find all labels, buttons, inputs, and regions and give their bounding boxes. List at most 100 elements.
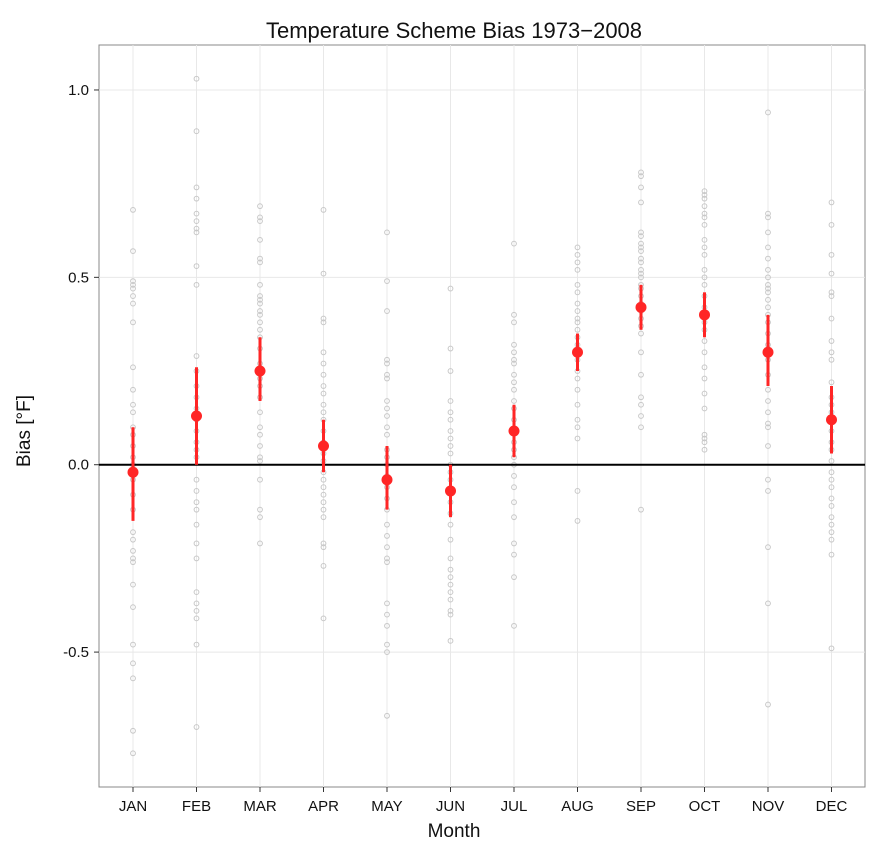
observation-point — [193, 724, 200, 730]
mean-point — [826, 414, 837, 426]
observation-point — [320, 319, 327, 326]
observation-point — [447, 450, 454, 457]
observation-point — [765, 420, 771, 427]
x-tick-label: JUL — [501, 798, 528, 815]
observation-point — [511, 540, 517, 547]
observation-point — [384, 229, 390, 236]
observation-point — [130, 409, 136, 416]
observation-point — [193, 263, 200, 270]
observation-point — [765, 476, 771, 483]
observation-point — [511, 484, 517, 491]
observation-point — [511, 386, 517, 393]
observation-point — [257, 424, 263, 431]
observation-point — [384, 413, 390, 419]
observation-point — [701, 435, 708, 442]
observation-point — [384, 600, 390, 607]
observation-point — [828, 356, 835, 363]
observation-point — [130, 559, 136, 566]
observation-point — [828, 484, 835, 491]
mean-point — [191, 410, 202, 422]
observation-point — [193, 281, 200, 288]
observation-point — [638, 184, 644, 191]
mean-point — [445, 485, 456, 497]
observation-point — [701, 349, 708, 356]
observation-point — [257, 203, 263, 210]
observation-point — [828, 503, 835, 509]
y-tick-label: 1.0 — [68, 82, 89, 99]
observation-point — [765, 424, 771, 431]
observation-point — [193, 128, 200, 135]
observation-point — [828, 495, 835, 502]
observation-point — [765, 281, 771, 288]
observation-point — [701, 338, 708, 344]
observation-point — [130, 750, 136, 757]
observation-point — [701, 446, 708, 453]
observation-point — [701, 210, 708, 217]
observation-point — [765, 229, 771, 236]
observation-point — [130, 675, 136, 682]
observation-point — [320, 371, 327, 378]
observation-point — [257, 236, 263, 243]
observation-point — [511, 398, 517, 404]
observation-point — [193, 476, 200, 483]
observation-point — [701, 431, 708, 438]
observation-point — [638, 349, 644, 356]
observation-point — [447, 368, 454, 374]
observation-point — [320, 615, 327, 622]
observation-point — [701, 188, 708, 195]
mean-points — [127, 301, 837, 497]
observation-point — [511, 499, 517, 506]
observation-point — [765, 296, 771, 303]
observation-point — [765, 386, 771, 393]
x-tick-label: NOV — [752, 798, 785, 815]
observation-point — [701, 274, 708, 281]
observation-point — [257, 296, 263, 303]
observation-point — [447, 589, 454, 596]
x-tick-label: OCT — [689, 798, 721, 815]
observation-point — [638, 255, 644, 262]
observation-point — [257, 514, 263, 521]
observation-point — [384, 533, 390, 539]
observation-point — [638, 506, 644, 513]
observation-point — [130, 727, 136, 734]
observation-point — [765, 289, 771, 296]
observation-point — [828, 251, 835, 258]
observation-point — [828, 551, 835, 558]
observation-point — [828, 289, 835, 296]
observation-point — [828, 536, 835, 543]
observation-point — [384, 398, 390, 404]
observation-point — [765, 701, 771, 708]
observation-point — [574, 326, 581, 333]
observation-point — [574, 518, 581, 524]
observation-point — [447, 611, 454, 618]
observation-point — [130, 548, 136, 554]
observation-point — [130, 555, 136, 562]
observation-point — [384, 278, 390, 284]
observation-point — [257, 214, 263, 221]
observation-point — [257, 454, 263, 461]
observation-point — [574, 244, 581, 251]
observation-point — [193, 229, 200, 236]
observation-point — [828, 270, 835, 277]
observation-point — [447, 596, 454, 603]
observation-point — [320, 270, 327, 277]
observation-point — [130, 248, 136, 255]
observation-point — [574, 281, 581, 288]
observation-point — [828, 514, 835, 521]
observation-point — [828, 469, 835, 476]
x-axis-title: Month — [428, 821, 481, 842]
observation-point — [765, 244, 771, 251]
observation-point — [447, 581, 454, 588]
observation-point — [511, 311, 517, 318]
observation-point — [447, 435, 454, 442]
observation-point — [384, 611, 390, 618]
observation-point — [828, 338, 835, 344]
observation-point — [193, 184, 200, 191]
observation-point — [130, 293, 136, 299]
observation-point — [320, 383, 327, 389]
observation-point — [320, 476, 327, 483]
observation-point — [638, 248, 644, 255]
observation-point — [257, 431, 263, 438]
observation-point — [320, 514, 327, 521]
